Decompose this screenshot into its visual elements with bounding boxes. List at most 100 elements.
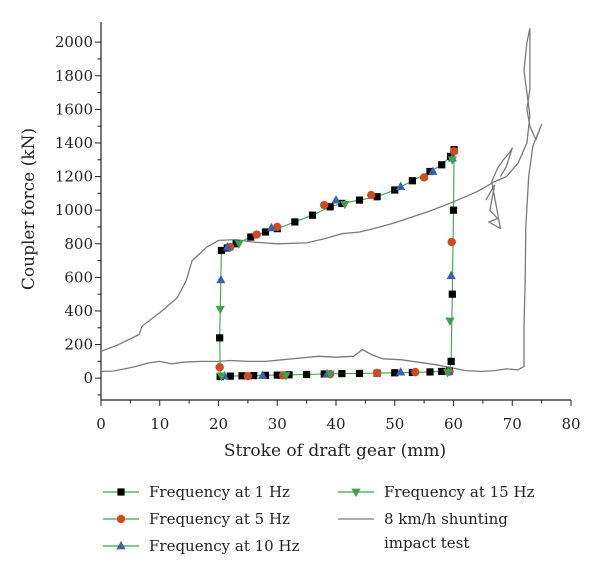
data-point [238, 372, 246, 380]
data-point [308, 211, 317, 219]
legend-label: Frequency at 10 Hz [149, 537, 300, 555]
data-point [303, 370, 311, 379]
data-point [446, 270, 456, 280]
x-axis-title: Stroke of draft gear (mm) [224, 441, 446, 461]
data-point [320, 370, 328, 378]
legend-label: Frequency at 5 Hz [149, 510, 290, 528]
data-point [438, 367, 446, 376]
data-point [257, 370, 268, 379]
series-layer [100, 28, 543, 382]
data-point [216, 334, 224, 342]
legend-label: Frequency at 1 Hz [149, 483, 290, 501]
data-point [215, 363, 224, 372]
x-tick-label: 40 [326, 415, 345, 433]
data-point [232, 240, 240, 248]
data-point [426, 167, 434, 176]
legend-entry: Frequency at 1 Hz [103, 483, 290, 501]
data-point [372, 368, 382, 378]
data-point [252, 230, 261, 239]
x-tick-label: 0 [96, 415, 106, 433]
x-tick-label: 80 [561, 415, 580, 433]
series-line [220, 160, 452, 376]
data-point [226, 372, 234, 380]
data-point [215, 305, 225, 315]
x-tick-label: 20 [209, 415, 228, 433]
y-tick-label: 400 [64, 302, 93, 320]
series-line [100, 28, 543, 373]
series-line [221, 158, 452, 376]
data-point [419, 173, 429, 182]
data-point [243, 371, 253, 381]
y-tick-label: 800 [64, 235, 93, 253]
data-point [391, 186, 399, 194]
x-tick-label: 30 [268, 415, 287, 433]
legend-entry: 8 km/h shunting impact test [338, 510, 508, 552]
legend-label-line2: impact test [384, 534, 469, 552]
data-point [449, 206, 458, 214]
data-point [234, 240, 244, 249]
data-point [367, 190, 376, 200]
series-3 [215, 156, 457, 382]
series-line [219, 149, 455, 378]
data-point [396, 181, 406, 191]
data-point [340, 200, 350, 210]
y-tick-label: 600 [64, 268, 93, 286]
legend-entry: Frequency at 15 Hz [338, 483, 535, 501]
data-point [447, 237, 456, 247]
data-point [250, 372, 258, 380]
series-2 [216, 153, 457, 380]
data-point [331, 195, 341, 204]
data-point [281, 372, 291, 381]
data-point [217, 246, 226, 255]
legend-label: Frequency at 15 Hz [384, 483, 535, 501]
data-point [216, 372, 227, 382]
y-tick-label: 1000 [55, 201, 93, 219]
data-point [391, 369, 399, 377]
data-point [273, 371, 281, 379]
data-point [116, 514, 126, 524]
y-tick-label: 1400 [55, 134, 93, 152]
series-1 [215, 147, 459, 381]
data-point [355, 369, 364, 378]
data-point [448, 290, 456, 298]
x-tick-label: 50 [385, 415, 404, 433]
data-point [273, 222, 282, 232]
data-point [438, 161, 446, 169]
data-point [116, 541, 126, 550]
data-point [355, 196, 364, 204]
data-point [447, 156, 457, 165]
data-point [325, 370, 335, 379]
legend: Frequency at 1 Hz Frequency at 5 Hz Freque… [103, 483, 535, 555]
data-point [261, 371, 270, 379]
series-4 [100, 28, 543, 373]
series-0 [216, 146, 458, 381]
data-point [320, 200, 329, 210]
series-line [485, 147, 513, 230]
y-tick-label: 1600 [55, 100, 93, 118]
data-point [261, 228, 270, 236]
legend-entry: Frequency at 10 Hz [103, 537, 300, 555]
y-axis-title: Coupler force (kN) [19, 128, 39, 290]
data-point [326, 203, 334, 211]
data-point [426, 368, 434, 376]
data-point [396, 367, 406, 376]
y-tick-label: 1200 [55, 168, 93, 186]
data-point [117, 488, 125, 496]
data-point [338, 370, 346, 378]
data-point [449, 147, 459, 156]
data-point [411, 367, 420, 377]
axes: 0 10 20 30 40 50 60 70 8002004006008001000120014… [55, 22, 581, 433]
data-point [443, 369, 453, 378]
data-point [291, 218, 299, 226]
y-tick-label: 200 [64, 336, 93, 354]
data-point [351, 488, 361, 497]
legend-entry: Frequency at 5 Hz [103, 510, 290, 528]
data-point [447, 357, 455, 365]
data-point [216, 274, 226, 284]
y-tick-label: 1800 [55, 67, 93, 85]
data-point [445, 317, 455, 327]
x-tick-label: 70 [503, 415, 522, 433]
data-point [408, 177, 416, 185]
data-point [428, 166, 438, 175]
